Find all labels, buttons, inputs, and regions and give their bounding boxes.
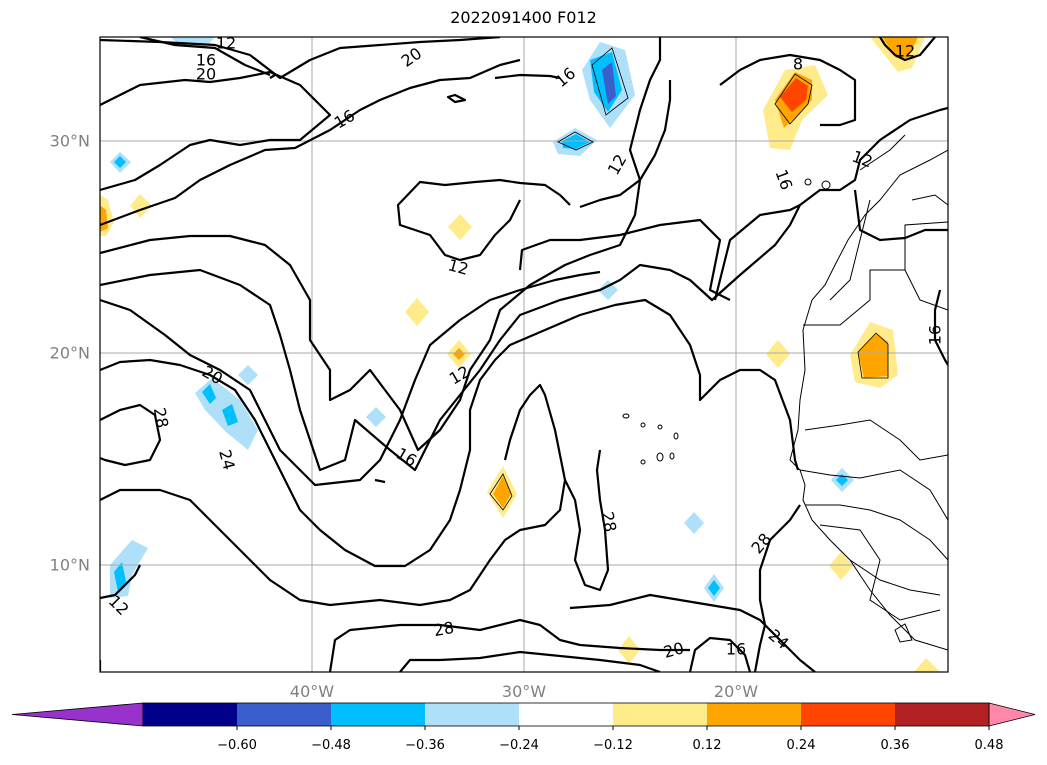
latitude-label: 20°N (50, 344, 90, 363)
colorbar-tick-label: −0.12 (593, 738, 633, 753)
positive-anomaly-patch (914, 658, 940, 672)
contour-label: 16 (726, 640, 746, 659)
colorbar-bin (519, 703, 614, 726)
colorbar-bin (613, 703, 708, 726)
latitude-label: 30°N (50, 132, 90, 151)
contour-label: 20 (196, 65, 216, 84)
contour-label: 16 (196, 51, 216, 70)
positive-anomaly-patch (882, 37, 918, 58)
negative-anomaly-patch (366, 407, 386, 427)
contour-label: 28 (432, 618, 455, 640)
colorbar-bin (895, 703, 990, 726)
negative-anomaly-patch (708, 580, 720, 596)
colorbar-bin (707, 703, 802, 726)
colorbar-bin (425, 703, 520, 726)
colorbar-tick-label: 0.24 (787, 738, 816, 753)
positive-anomaly-patch (405, 298, 429, 326)
anomaly-outlines (489, 47, 889, 511)
negative-anomaly-patch (114, 562, 126, 592)
colorbar-bin (143, 703, 238, 726)
contour-label: 20 (661, 638, 686, 662)
contour-label: 28 (598, 510, 620, 533)
colorbar-tick-label: −0.24 (499, 738, 539, 753)
graticule (100, 37, 948, 672)
contour-label: 24 (215, 447, 239, 472)
colorbar-tick-label: −0.36 (405, 738, 445, 753)
map-frame (99, 36, 949, 673)
colorbar-extend-high (988, 702, 1036, 727)
negative-anomaly-patch (602, 62, 616, 104)
colorbar-extend-low (11, 702, 144, 727)
colorbar-ticks: −0.60 −0.48 −0.36 −0.24 −0.12 0.12 0.24 0.36 0.4… (217, 726, 1004, 753)
negative-anomaly-patch (238, 365, 258, 385)
contour-label: 8 (793, 55, 803, 74)
contour-label: 28 (150, 406, 172, 429)
colorbar-frame (142, 702, 990, 727)
positive-anomaly-patch (618, 636, 640, 664)
contour-label: 12 (895, 42, 915, 61)
contour-label: 16 (926, 325, 945, 345)
colorbar (11, 702, 1036, 727)
positive-anomaly-patch (493, 476, 511, 508)
map-title: 2022091400 F012 (450, 8, 597, 27)
colorbar-bin (801, 703, 896, 726)
colorbar-tick-label: −0.60 (217, 738, 257, 753)
positive-anomaly-patch (829, 552, 853, 580)
longitude-label: 30°W (502, 682, 546, 701)
positive-anomaly-patch (780, 78, 808, 112)
contour-lines (100, 37, 948, 672)
colorbar-bin (237, 703, 332, 726)
colorbar-tick-label: 0.36 (881, 738, 910, 753)
longitude-label: 20°W (714, 682, 758, 701)
negative-anomaly-patch (684, 512, 704, 534)
negative-anomaly-patch (222, 404, 238, 426)
colorbar-bin (331, 703, 426, 726)
positive-anomaly-patch (766, 340, 790, 368)
contour-label: 12 (216, 34, 236, 53)
positive-anomaly-patch (453, 348, 465, 360)
negative-anomaly-patch (598, 280, 618, 300)
longitude-label: 40°W (290, 682, 334, 701)
latitude-label: 10°N (50, 556, 90, 575)
colorbar-tick-label: −0.48 (311, 738, 351, 753)
positive-anomaly-patch (448, 214, 472, 240)
colorbar-tick-label: 0.48 (975, 738, 1004, 753)
colorbar-tick-label: 0.12 (693, 738, 722, 753)
contour-label: 12 (446, 255, 471, 279)
negative-anomaly-patch (202, 384, 216, 404)
negative-anomaly-patch (114, 156, 126, 168)
